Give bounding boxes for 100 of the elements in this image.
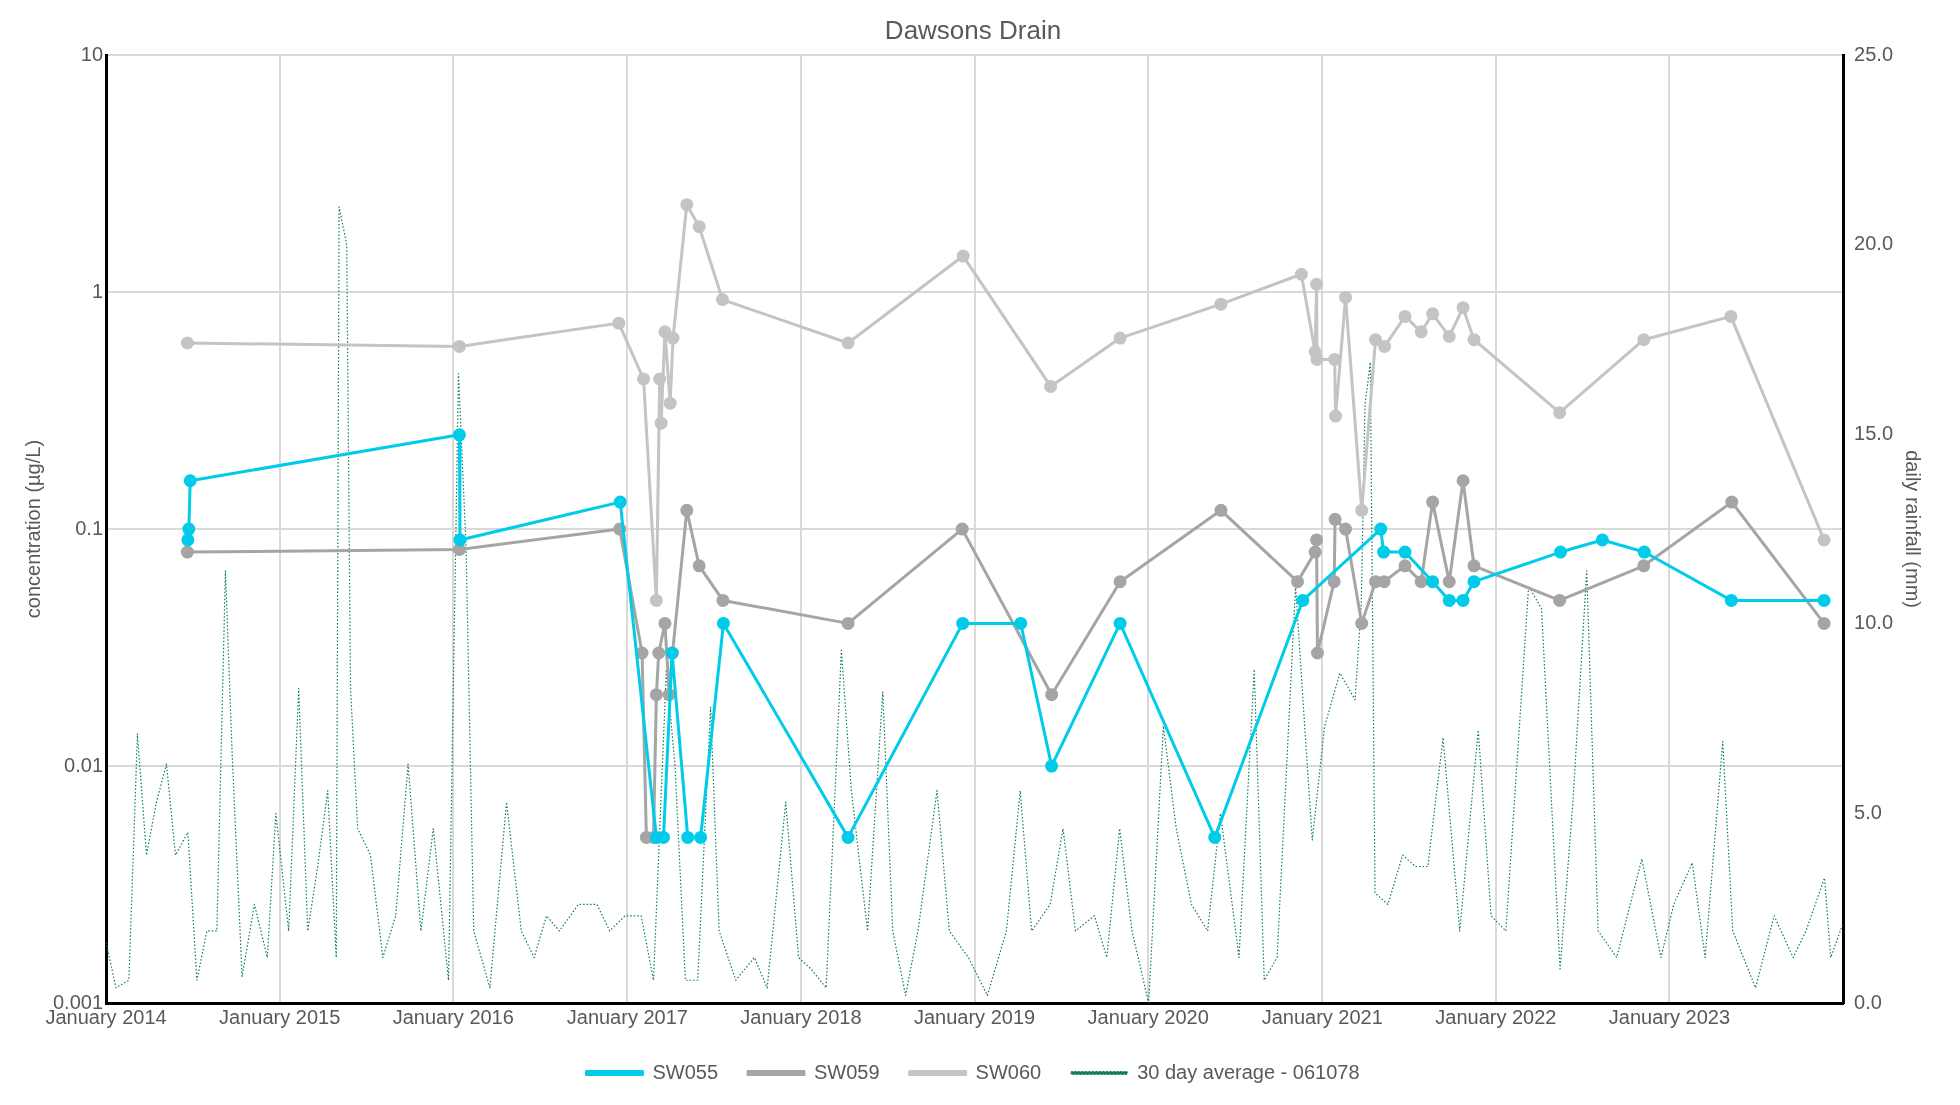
point <box>1208 830 1222 844</box>
point <box>612 316 626 330</box>
y-tick-label: 0.1 <box>75 516 104 539</box>
point <box>1467 559 1481 573</box>
y-tick-label: 10 <box>80 42 104 65</box>
point <box>1378 339 1392 353</box>
point <box>649 593 663 607</box>
point <box>1291 575 1305 589</box>
x-tick-label: January 2020 <box>1087 1005 1209 1028</box>
point <box>956 249 970 263</box>
point <box>841 616 855 630</box>
point <box>1426 575 1440 589</box>
point <box>1045 688 1059 702</box>
y2-tick-label: 10.0 <box>1854 611 1894 634</box>
point <box>1637 333 1651 347</box>
y-tick-label: 0.01 <box>64 753 104 776</box>
point <box>1045 759 1059 773</box>
point <box>1817 616 1831 630</box>
point <box>1311 646 1324 660</box>
point <box>1442 593 1456 607</box>
point <box>1339 522 1353 536</box>
point <box>180 336 194 350</box>
point <box>663 396 677 410</box>
point <box>1467 333 1481 347</box>
point <box>1310 352 1324 366</box>
point <box>653 372 667 386</box>
point <box>452 543 466 557</box>
y2-axis-title: daily rainfall (mm) <box>1902 450 1925 609</box>
point <box>1398 309 1412 323</box>
x-tick-label: January 2023 <box>1608 1005 1731 1028</box>
point <box>1328 512 1342 526</box>
point <box>1442 329 1456 343</box>
point <box>1310 277 1324 291</box>
point <box>1398 559 1412 573</box>
point <box>716 593 730 607</box>
point <box>1377 545 1391 559</box>
x-tick-label: January 2019 <box>913 1005 1036 1028</box>
point <box>1456 474 1470 488</box>
point <box>180 545 194 559</box>
point <box>182 522 196 536</box>
point <box>955 522 969 536</box>
y2-tick-label: 0.0 <box>1854 990 1882 1013</box>
point <box>649 688 663 702</box>
point <box>1113 575 1127 589</box>
point <box>637 372 651 386</box>
point <box>1595 533 1609 547</box>
point <box>1296 593 1310 607</box>
point <box>1113 616 1127 630</box>
point <box>1456 301 1470 315</box>
point <box>1377 575 1391 589</box>
point <box>1214 297 1228 311</box>
y2-tick-label: 5.0 <box>1854 800 1882 823</box>
point <box>1355 503 1369 517</box>
legend-label: 30 day average - 061078 <box>1137 1060 1360 1083</box>
point <box>1725 495 1739 509</box>
point <box>1414 325 1428 339</box>
point <box>1637 545 1651 559</box>
point <box>658 325 672 339</box>
x-tick-label: January 2021 <box>1261 1005 1383 1028</box>
point <box>1426 307 1440 321</box>
point <box>1456 593 1470 607</box>
point <box>183 474 197 488</box>
x-tick-label: January 2016 <box>392 1005 514 1028</box>
point <box>692 559 706 573</box>
point <box>680 503 694 517</box>
point <box>1328 352 1342 366</box>
point <box>715 293 729 307</box>
y2-tick-label: 20.0 <box>1854 232 1894 255</box>
point <box>613 495 627 509</box>
y-tick-label: 1 <box>91 279 104 302</box>
x-tick-label: January 2015 <box>219 1005 341 1028</box>
point <box>1369 333 1383 347</box>
point <box>1308 545 1322 559</box>
point <box>654 416 668 430</box>
point <box>956 616 970 630</box>
point <box>1724 593 1738 607</box>
point <box>1374 522 1388 536</box>
point <box>1294 267 1308 281</box>
point <box>1014 616 1028 630</box>
point <box>1414 575 1428 589</box>
point <box>452 428 466 442</box>
point <box>841 830 855 844</box>
point <box>1329 409 1343 423</box>
point <box>181 533 195 547</box>
point <box>1310 533 1324 547</box>
point <box>1724 309 1738 323</box>
point <box>652 646 666 660</box>
point <box>453 533 467 547</box>
chart-title: Dawsons Drain <box>884 14 1062 45</box>
point <box>680 198 694 212</box>
point <box>1214 503 1228 517</box>
point <box>1044 379 1058 393</box>
point <box>1339 290 1353 304</box>
point <box>1637 559 1651 573</box>
point <box>1398 545 1412 559</box>
y2-tick-label: 15.0 <box>1854 421 1894 444</box>
point <box>716 616 730 630</box>
legend-label: SW059 <box>814 1060 880 1083</box>
y2-tick-label: 25.0 <box>1854 42 1894 65</box>
legend-label: SW060 <box>975 1060 1042 1083</box>
